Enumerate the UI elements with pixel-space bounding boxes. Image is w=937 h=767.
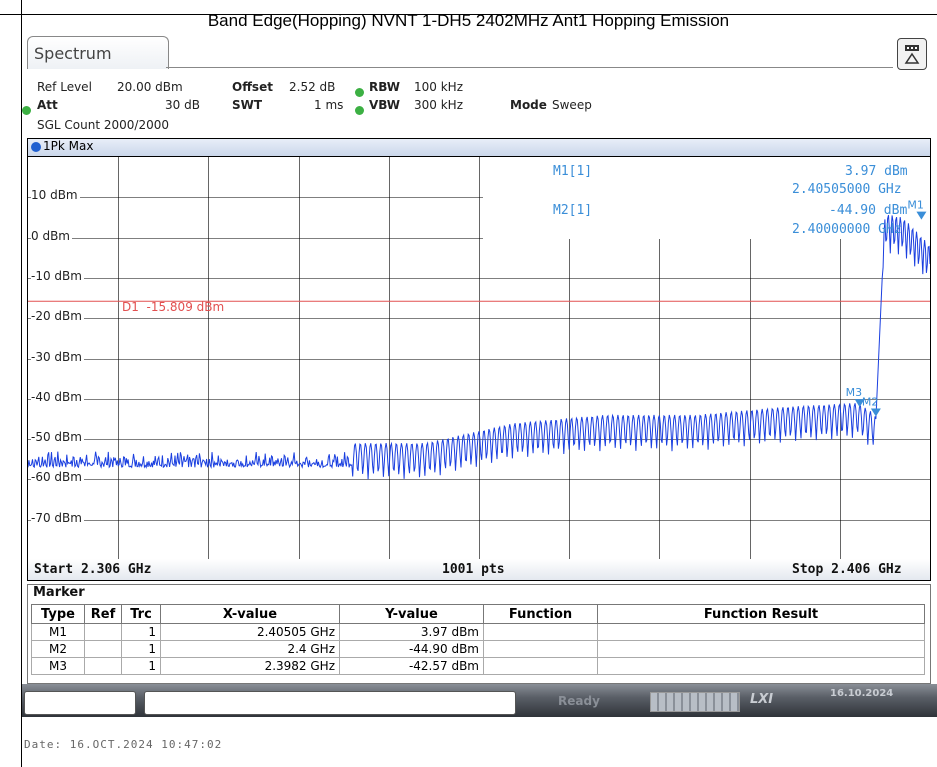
- vbw-label: VBW: [369, 98, 400, 112]
- date-stamp: Date: 16.OCT.2024 10:47:02: [24, 738, 222, 751]
- att-status-dot: [22, 100, 31, 119]
- table-row[interactable]: M1 1 2.40505 GHz 3.97 dBm: [32, 624, 925, 641]
- marker-table-title: Marker: [33, 585, 85, 600]
- ref-level-value: 20.00 dBm: [117, 80, 183, 94]
- display-config-icon: [898, 39, 926, 69]
- att-value: 30 dB: [165, 98, 200, 112]
- col-ref: Ref: [85, 605, 122, 624]
- y-tick-label: 0 dBm: [31, 229, 72, 243]
- cell-ref: [85, 624, 122, 641]
- y-tick-label: -40 dBm: [31, 390, 84, 404]
- marker-m3-label: M3: [846, 386, 863, 399]
- status-field-left[interactable]: [24, 691, 136, 715]
- col-type: Type: [32, 605, 85, 624]
- y-tick-label: -20 dBm: [31, 309, 84, 323]
- table-row[interactable]: M3 1 2.3982 GHz -42.57 dBm: [32, 658, 925, 675]
- cell-trc: 1: [122, 624, 161, 641]
- table-row[interactable]: M2 1 2.4 GHz -44.90 dBm: [32, 641, 925, 658]
- cell-trc: 1: [122, 658, 161, 675]
- m1-readout-level: 3.97 dBm: [845, 164, 908, 179]
- trace-indicator-icon: [31, 142, 41, 152]
- y-tick-label: -60 dBm: [31, 470, 84, 484]
- y-tick-label: -50 dBm: [31, 430, 84, 444]
- trace-label: 1Pk Max: [43, 139, 93, 153]
- col-function: Function: [484, 605, 598, 624]
- cell-ref: [85, 658, 122, 675]
- col-y-value: Y-value: [340, 605, 484, 624]
- lxi-logo: LXI: [750, 692, 773, 707]
- cell-function-result: [598, 624, 925, 641]
- cell-function: [484, 658, 598, 675]
- display-line-label: D1 -15.809 dBm: [122, 300, 224, 314]
- rbw-value: 100 kHz: [414, 80, 463, 94]
- rbw-label: RBW: [369, 80, 400, 94]
- swt-value: 1 ms: [314, 98, 343, 112]
- m2-readout-level: -44.90 dBm: [829, 203, 907, 218]
- cell-type: M3: [32, 658, 85, 675]
- m1-readout-name: M1[1]: [553, 164, 592, 179]
- y-tick-label: -70 dBm: [31, 511, 84, 525]
- cell-trc: 1: [122, 641, 161, 658]
- y-tick-label: -10 dBm: [31, 269, 84, 283]
- sgl-count: SGL Count 2000/2000: [37, 118, 169, 132]
- figure-caption: Band Edge(Hopping) NVNT 1-DH5 2402MHz An…: [0, 11, 937, 31]
- offset-label: Offset: [232, 80, 273, 94]
- cell-function-result: [598, 658, 925, 675]
- cell-x-value: 2.4 GHz: [161, 641, 340, 658]
- trace-bar: [27, 138, 931, 158]
- mode-label: Mode: [510, 98, 547, 112]
- marker-m2-icon: [871, 409, 881, 417]
- m1-readout-freq: 2.40505000 GHz: [792, 182, 902, 197]
- status-date: 16.10.2024: [830, 688, 893, 699]
- cell-function: [484, 641, 598, 658]
- cell-x-value: 2.40505 GHz: [161, 624, 340, 641]
- offset-value: 2.52 dB: [289, 80, 335, 94]
- start-frequency: Start 2.306 GHz: [34, 562, 151, 577]
- cell-function-result: [598, 641, 925, 658]
- cell-function: [484, 624, 598, 641]
- tab-spectrum-label: Spectrum: [34, 44, 112, 63]
- ref-level-label: Ref Level: [37, 80, 92, 94]
- spectrum-plot[interactable]: M1 M2 M3: [27, 156, 931, 561]
- cell-y-value: -44.90 dBm: [340, 641, 484, 658]
- cell-type: M2: [32, 641, 85, 658]
- marker-m1-label: M1: [907, 199, 924, 212]
- att-label: Att: [37, 98, 58, 112]
- col-x-value: X-value: [161, 605, 340, 624]
- col-trc: Trc: [122, 605, 161, 624]
- status-field-message[interactable]: [144, 691, 516, 715]
- y-tick-label: -30 dBm: [31, 350, 84, 364]
- display-config-button[interactable]: [897, 38, 927, 70]
- tab-underline: [166, 67, 893, 68]
- marker-table: Type Ref Trc X-value Y-value Function Fu…: [31, 604, 925, 675]
- cell-y-value: 3.97 dBm: [340, 624, 484, 641]
- cell-y-value: -42.57 dBm: [340, 658, 484, 675]
- cell-ref: [85, 641, 122, 658]
- col-function-result: Function Result: [598, 605, 925, 624]
- swt-label: SWT: [232, 98, 262, 112]
- sweep-points: 1001 pts: [442, 562, 505, 577]
- mode-value: Sweep: [552, 98, 592, 112]
- rbw-status-dot: [355, 82, 364, 101]
- cell-x-value: 2.3982 GHz: [161, 658, 340, 675]
- m2-readout-name: M2[1]: [553, 203, 592, 218]
- stop-frequency: Stop 2.406 GHz: [792, 562, 902, 577]
- m2-readout-freq: 2.40000000 GHz: [792, 222, 902, 237]
- y-tick-label: 10 dBm: [31, 188, 80, 202]
- cell-type: M1: [32, 624, 85, 641]
- vbw-status-dot: [355, 100, 364, 119]
- vbw-value: 300 kHz: [414, 98, 463, 112]
- marker-m2-label: M2: [862, 396, 879, 409]
- progress-meter: [650, 692, 740, 712]
- status-ready: Ready: [558, 694, 600, 708]
